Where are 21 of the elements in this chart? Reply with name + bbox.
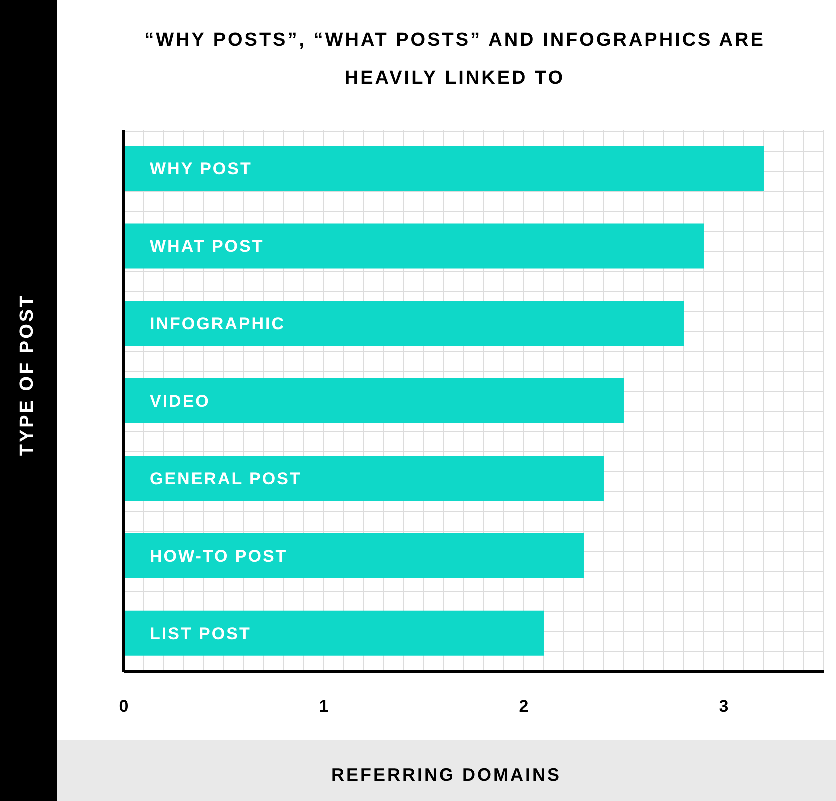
bar: [124, 533, 584, 578]
x-tick-label: 0: [119, 697, 129, 716]
bar: [124, 610, 544, 656]
bar: [124, 378, 624, 424]
y-tick-label: VIDEO: [150, 392, 210, 411]
bar: [124, 224, 704, 269]
y-tick-label: LIST POST: [150, 624, 252, 644]
x-axis-title: REFERRING DOMAINS: [57, 740, 836, 801]
x-tick-label: 3: [719, 697, 729, 716]
chart-title: “WHY POSTS”, “WHAT POSTS” AND INFOGRAPHICS ARE HEAVILY LINKED TO: [144, 29, 766, 91]
bar: [124, 146, 764, 192]
y-tick-label: WHY POST: [150, 160, 252, 179]
x-tick-label: 1: [319, 697, 329, 716]
y-tick-label: WHAT POST: [150, 237, 264, 256]
bar: [124, 456, 604, 501]
x-tick-label: 2: [519, 697, 529, 716]
y-tick-label: GENERAL POST: [150, 469, 302, 488]
y-axis-title: TYPE OF POST: [17, 294, 39, 456]
y-tick-label: INFOGRAPHIC: [150, 314, 286, 334]
bar: [124, 301, 684, 346]
y-tick-label: HOW-TO POST: [150, 546, 288, 566]
